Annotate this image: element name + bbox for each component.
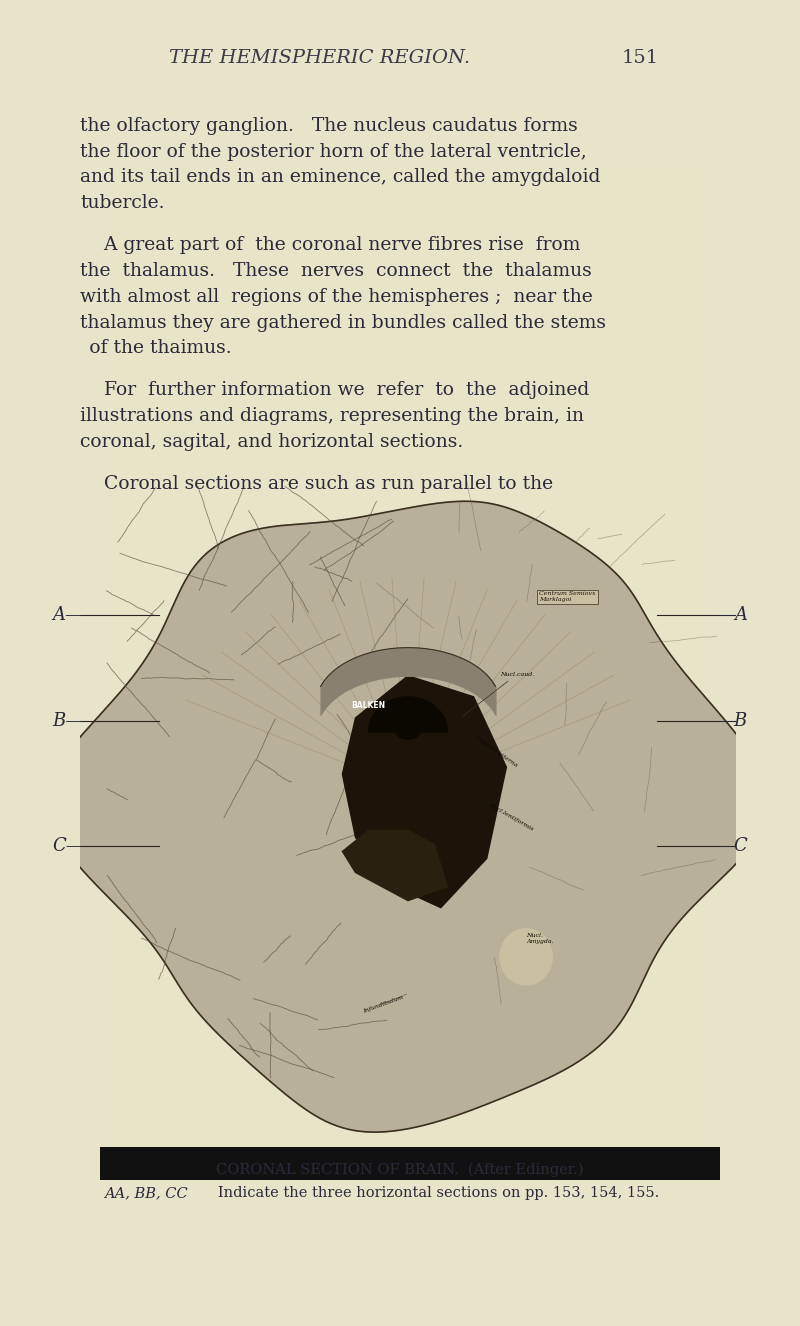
Text: —A: —A [717, 606, 748, 625]
Text: tubercle.: tubercle. [80, 194, 165, 212]
Bar [100, 1147, 720, 1180]
Text: C—: C— [52, 837, 84, 855]
Text: A great part of  the coronal nerve fibres rise  from: A great part of the coronal nerve fibres… [80, 236, 580, 255]
Text: A—: A— [52, 606, 83, 625]
Text: Nucl.lentiformis: Nucl.lentiformis [486, 801, 534, 831]
Text: and its tail ends in an eminence, called the amygdaloid: and its tail ends in an eminence, called… [80, 168, 600, 187]
Text: Infundibulum: Infundibulum [362, 994, 404, 1014]
Circle shape [500, 928, 552, 985]
Text: thalamus they are gathered in bundles called the stems: thalamus they are gathered in bundles ca… [80, 313, 606, 332]
Text: —C: —C [716, 837, 748, 855]
Text: coronal, sagital, and horizontal sections.: coronal, sagital, and horizontal section… [80, 432, 463, 451]
Polygon shape [342, 830, 447, 900]
Text: Indicate the three horizontal sections on pp. 153, 154, 155.: Indicate the three horizontal sections o… [204, 1187, 659, 1200]
Text: THE HEMISPHERIC REGION.: THE HEMISPHERIC REGION. [170, 49, 470, 68]
Polygon shape [342, 676, 506, 907]
Text: the floor of the posterior horn of the lateral ventricle,: the floor of the posterior horn of the l… [80, 142, 586, 160]
Text: illustrations and diagrams, representing the brain, in: illustrations and diagrams, representing… [80, 407, 584, 426]
Text: of the thaimus.: of the thaimus. [80, 339, 232, 358]
Text: the  thalamus.   These  nerves  connect  the  thalamus: the thalamus. These nerves connect the t… [80, 261, 592, 280]
Text: Capsula interna: Capsula interna [474, 735, 518, 768]
Text: Nucl.caud.: Nucl.caud. [462, 672, 534, 716]
Text: Nucl.
Amygda.: Nucl. Amygda. [526, 934, 554, 944]
Polygon shape [49, 501, 767, 1132]
Text: B—: B— [52, 712, 83, 731]
Text: —B: —B [717, 712, 748, 731]
Text: with almost all  regions of the hemispheres ;  near the: with almost all regions of the hemispher… [80, 288, 593, 306]
Text: Centrum Semiovx
Marklagoi: Centrum Semiovx Marklagoi [539, 591, 596, 602]
Text: BALKEN: BALKEN [351, 700, 386, 709]
Text: the olfactory ganglion.   The nucleus caudatus forms: the olfactory ganglion. The nucleus caud… [80, 117, 578, 135]
Text: For  further information we  refer  to  the  adjoined: For further information we refer to the … [80, 382, 590, 399]
Text: CORONAL SECTION OF BRAIN.  (After Edinger.): CORONAL SECTION OF BRAIN. (After Edinger… [216, 1163, 584, 1176]
Text: 151: 151 [622, 49, 658, 68]
Polygon shape [369, 697, 447, 739]
Text: Coronal sections are such as run parallel to the: Coronal sections are such as run paralle… [80, 475, 553, 493]
Text: AA, BB, CC: AA, BB, CC [104, 1187, 188, 1200]
